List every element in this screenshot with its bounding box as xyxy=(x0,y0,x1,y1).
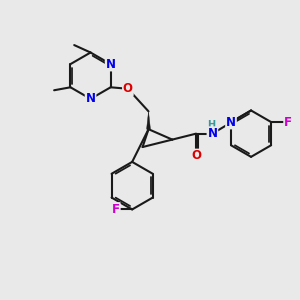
Text: N: N xyxy=(106,58,116,70)
Text: O: O xyxy=(123,82,133,95)
Text: H: H xyxy=(207,120,215,130)
Text: N: N xyxy=(226,116,236,129)
Text: N: N xyxy=(207,127,218,140)
Text: F: F xyxy=(284,116,292,129)
Polygon shape xyxy=(147,111,150,129)
Text: N: N xyxy=(85,92,96,105)
Text: O: O xyxy=(191,149,201,162)
Text: F: F xyxy=(112,203,120,216)
